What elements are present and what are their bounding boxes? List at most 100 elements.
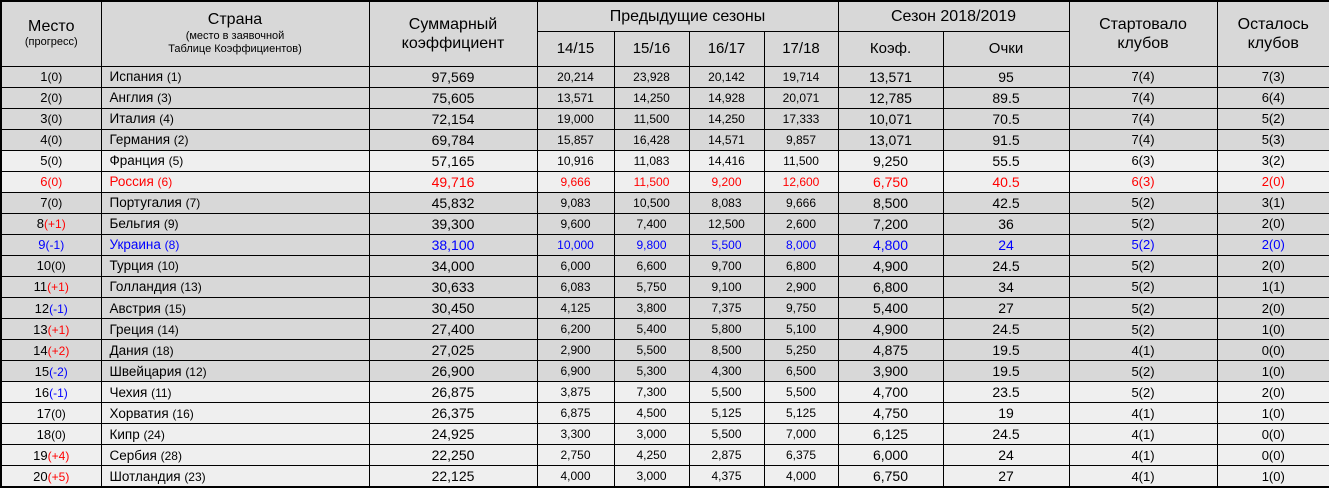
cell-current-coef: 4,800 (837, 233, 944, 256)
cell-clubs-remaining: 3(2) (1216, 149, 1329, 172)
place-value: 8 (36, 216, 45, 232)
progress-value: (0) (47, 196, 63, 211)
progress-value: (-1) (45, 238, 65, 253)
cell-season-14-15: 6,900 (536, 360, 615, 383)
country-name: Италия (109, 111, 156, 127)
cell-country: Дания (18) (100, 339, 370, 362)
place-value: 15 (34, 363, 50, 379)
progress-value: (+4) (47, 448, 70, 463)
header-group-row: Место (прогресс) Страна (место в заявочн… (0, 0, 1329, 67)
table-row: 1(0) Испания (1) 97,569 20,214 23,928 20… (0, 65, 1329, 88)
cell-country: Швейцария (12) (100, 360, 370, 383)
cell-season-16-17: 2,875 (688, 444, 765, 467)
country-name: Шотландия (109, 468, 181, 484)
cell-total-coefficient: 26,900 (368, 360, 538, 383)
cell-clubs-started: 5(2) (1068, 191, 1218, 214)
cell-current-points: 55.5 (942, 149, 1070, 172)
cell-country: Греция (14) (100, 318, 370, 341)
col-group-season-2018-2019: Сезон 2018/2019 (837, 0, 1070, 32)
cell-current-coef: 6,800 (837, 275, 944, 299)
cell-country: Бельгия (9) (100, 212, 370, 235)
progress-value: (0) (47, 112, 63, 127)
country-seed-rank: (24) (143, 427, 165, 442)
cell-place: 11(+1) (0, 275, 102, 299)
place-value: 6 (40, 174, 48, 190)
cell-place: 14(+2) (0, 339, 102, 362)
place-value: 4 (40, 132, 48, 148)
progress-value: (-1) (49, 385, 68, 400)
cell-total-coefficient: 39,300 (368, 212, 538, 235)
table-row: 14(+2) Дания (18) 27,025 2,900 5,500 8,5… (0, 339, 1329, 362)
table-row: 13(+1) Греция (14) 27,400 6,200 5,400 5,… (0, 318, 1329, 341)
cell-season-15-16: 5,400 (613, 318, 690, 341)
table-row: 16(-1) Чехия (11) 26,875 3,875 7,300 5,5… (0, 381, 1329, 404)
col-header-season-17-18: 17/18 (763, 30, 839, 67)
table-row: 11(+1) Голландия (13) 30,633 6,083 5,750… (0, 275, 1329, 299)
cell-clubs-started: 7(4) (1068, 65, 1218, 88)
table-body: 1(0) Испания (1) 97,569 20,214 23,928 20… (0, 65, 1329, 488)
cell-season-15-16: 5,300 (613, 360, 690, 383)
country-subtitle-line1: (место в заявочной (185, 29, 285, 42)
col-header-season-16-17: 16/17 (688, 30, 765, 67)
cell-clubs-started: 4(1) (1068, 402, 1218, 425)
cell-season-16-17: 12,500 (688, 212, 765, 235)
cell-season-14-15: 4,125 (536, 297, 615, 320)
country-seed-rank: (8) (164, 238, 180, 253)
cell-season-17-18: 9,857 (763, 128, 839, 151)
country-seed-rank: (2) (173, 133, 189, 148)
cell-place: 12(-1) (0, 297, 102, 320)
cell-total-coefficient: 34,000 (368, 254, 538, 277)
country-seed-rank: (28) (160, 448, 182, 463)
cell-season-15-16: 16,428 (613, 128, 690, 151)
cell-season-14-15: 3,300 (536, 423, 615, 446)
progress-value: (0) (47, 175, 63, 190)
cell-season-17-18: 5,125 (763, 402, 839, 425)
country-name: Англия (109, 90, 154, 106)
cell-current-points: 42.5 (942, 191, 1070, 214)
cell-current-points: 19.5 (942, 339, 1070, 362)
country-name: Дания (109, 342, 149, 358)
cell-place: 15(-2) (0, 360, 102, 383)
country-seed-rank: (23) (184, 469, 206, 484)
country-name: Португалия (109, 195, 182, 211)
cell-current-points: 89.5 (942, 86, 1070, 109)
cell-season-17-18: 17,333 (763, 107, 839, 130)
cell-current-points: 23.5 (942, 381, 1070, 404)
cell-clubs-started: 4(1) (1068, 423, 1218, 446)
cell-place: 17(0) (0, 402, 102, 425)
cell-season-15-16: 11,083 (613, 149, 690, 172)
cell-place: 9(-1) (0, 233, 102, 256)
cell-season-15-16: 3,000 (613, 465, 690, 488)
cell-current-coef: 4,700 (837, 381, 944, 404)
cell-season-16-17: 14,250 (688, 107, 765, 130)
place-title: Место (28, 18, 75, 36)
cell-place: 20(+5) (0, 465, 102, 488)
progress-value: (0) (47, 154, 63, 169)
cell-current-points: 91.5 (942, 128, 1070, 151)
cell-season-17-18: 8,000 (763, 233, 839, 256)
cell-current-points: 24.5 (942, 254, 1070, 277)
cell-season-14-15: 19,000 (536, 107, 615, 130)
cell-season-17-18: 5,250 (763, 339, 839, 362)
place-value: 10 (36, 258, 52, 274)
cell-total-coefficient: 30,450 (368, 297, 538, 320)
cell-clubs-remaining: 1(1) (1216, 275, 1329, 299)
cell-current-coef: 4,750 (837, 402, 944, 425)
cell-country: Португалия (7) (100, 191, 370, 214)
cell-clubs-remaining: 2(0) (1216, 297, 1329, 320)
cell-clubs-started: 5(2) (1068, 318, 1218, 341)
cell-clubs-remaining: 2(0) (1216, 233, 1329, 256)
place-value: 17 (36, 405, 52, 421)
cell-place: 19(+4) (0, 444, 102, 467)
cell-season-16-17: 4,375 (688, 465, 765, 488)
cell-clubs-started: 7(4) (1068, 107, 1218, 130)
col-header-season-15-16: 15/16 (613, 30, 690, 67)
cell-current-points: 24 (942, 233, 1070, 256)
country-seed-rank: (16) (172, 406, 194, 421)
cell-season-14-15: 20,214 (536, 65, 615, 88)
cell-season-17-18: 6,500 (763, 360, 839, 383)
cell-country: Украина (8) (100, 233, 370, 256)
cell-season-14-15: 3,875 (536, 381, 615, 404)
cell-season-16-17: 9,100 (688, 275, 765, 299)
cell-season-14-15: 2,900 (536, 339, 615, 362)
